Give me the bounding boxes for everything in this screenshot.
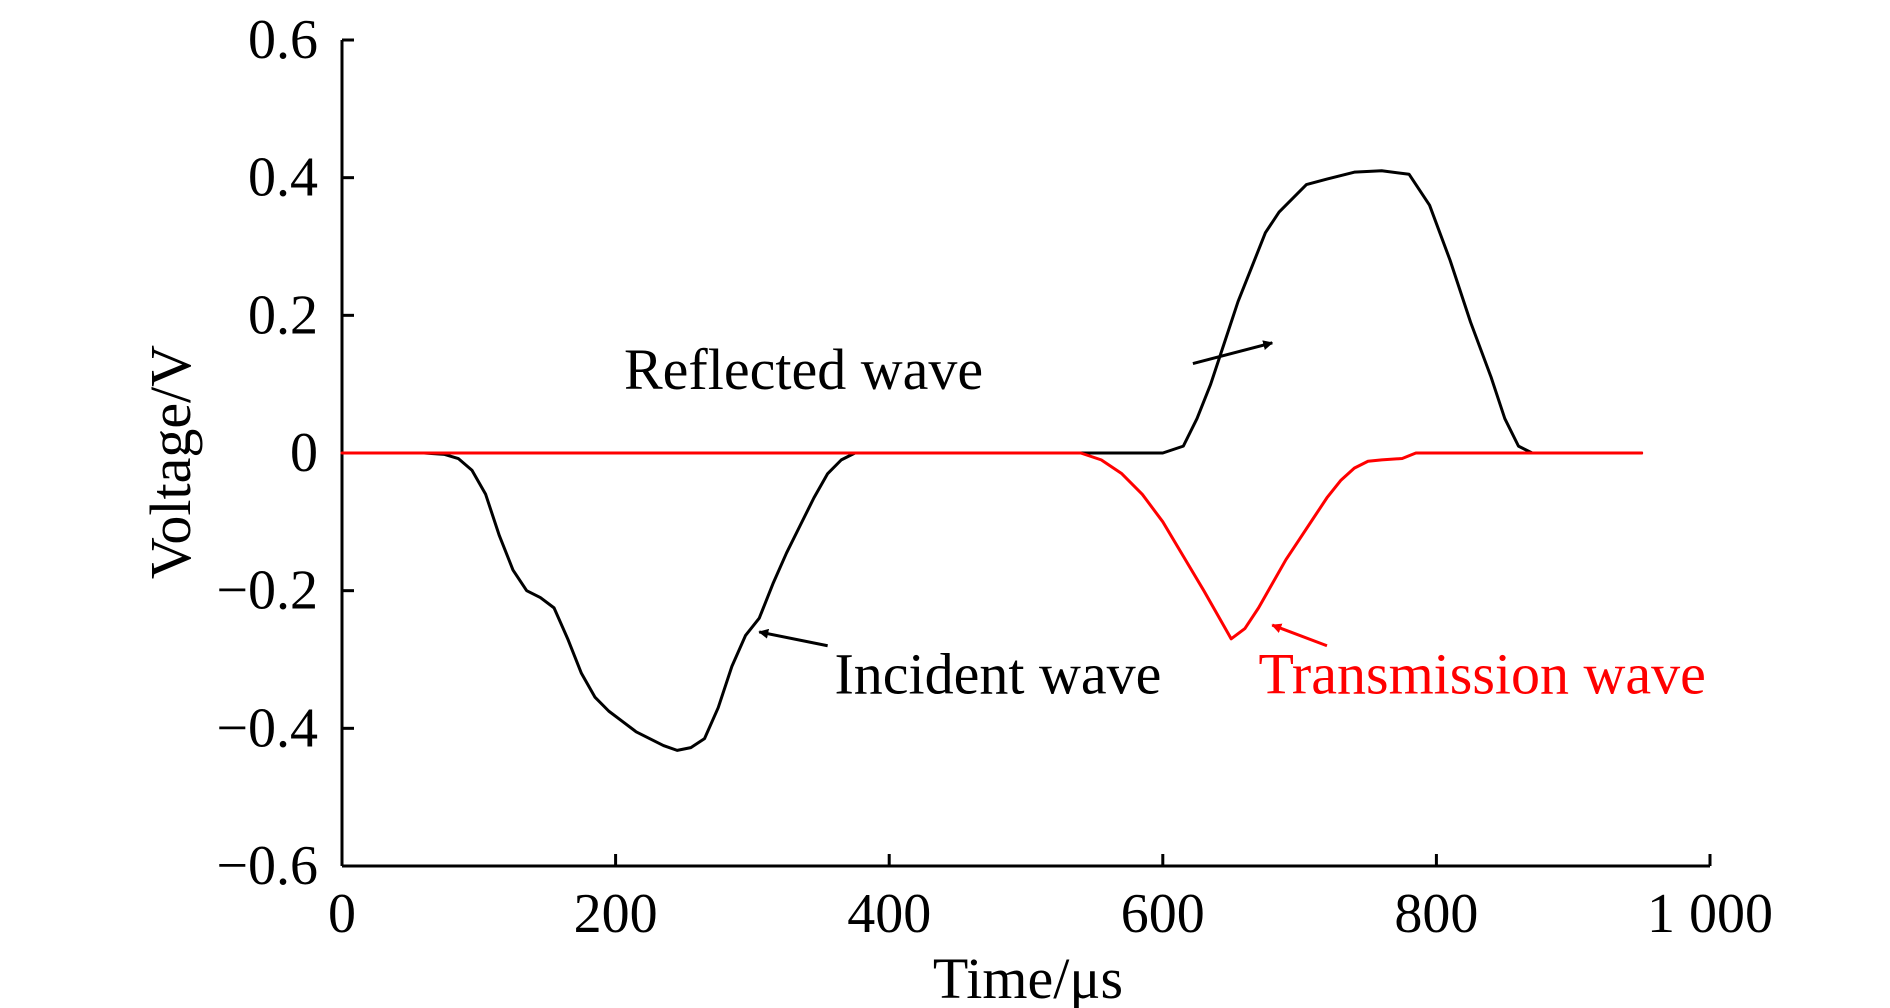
transmission-annotation-label: Transmission wave [1259, 641, 1706, 706]
transmission-line [340, 451, 1644, 641]
x-tick-label: 800 [1394, 883, 1478, 945]
y-tick-label: 0.4 [248, 147, 318, 209]
y-tick-label: −0.4 [216, 697, 318, 759]
y-tick-label: 0.2 [248, 284, 318, 346]
y-tick-label: −0.2 [216, 560, 318, 622]
series-group [340, 169, 1644, 752]
plot-layer: 0 200 400 600 800 1 000 0.6 0.4 0.2 0 −0.2 −0.4 −0.6… [138, 9, 1773, 1008]
x-tick-label: 1 000 [1647, 883, 1773, 945]
incident-annotation-arrow [758, 628, 828, 648]
y-tick-label: −0.6 [216, 835, 318, 897]
y-tick-label: 0 [290, 422, 318, 484]
incident-reflected-line [340, 169, 1644, 752]
x-tick-label: 600 [1121, 883, 1205, 945]
x-tick-label: 0 [328, 883, 356, 945]
x-tick-label: 200 [574, 883, 658, 945]
y-tick-label: 0.6 [248, 9, 318, 71]
y-ticks-group: 0.6 0.4 0.2 0 −0.2 −0.4 −0.6 [216, 9, 354, 897]
incident-annotation-label: Incident wave [834, 641, 1161, 706]
transmission-annotation-arrow [1271, 623, 1328, 648]
reflected-annotation-label: Reflected wave [624, 337, 983, 402]
y-axis-title: Voltage/V [138, 345, 203, 579]
reflected-annotation-arrow [1192, 340, 1274, 365]
x-tick-label: 400 [847, 883, 931, 945]
x-axis-title: Time/μs [933, 946, 1123, 1008]
x-ticks-group: 0 200 400 600 800 1 000 [328, 854, 1773, 945]
annotations-group: Reflected wave Incident wave Transmission … [624, 337, 1706, 706]
